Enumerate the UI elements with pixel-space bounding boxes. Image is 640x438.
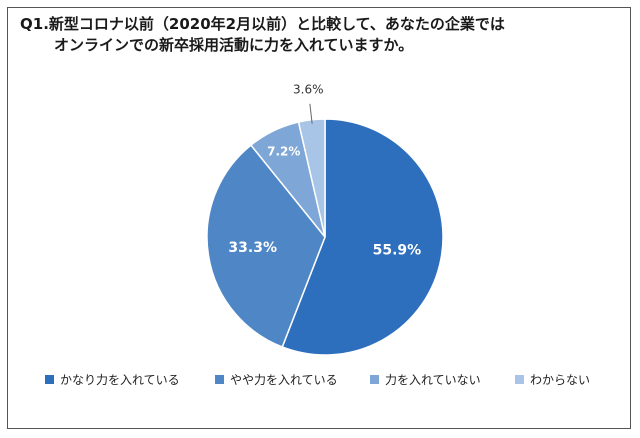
legend-swatch-1 (45, 375, 54, 384)
legend-label-4: わからない (530, 373, 591, 387)
chart-title-line-1: Q1.新型コロナ以前（2020年2月以前）と比較して、あなたの企業では (20, 15, 505, 33)
pie-label-1: 55.9% (373, 242, 422, 258)
pie-label-3: 7.2% (267, 145, 300, 159)
pie-slice-1 (281, 118, 444, 356)
pie-leader-line-4 (309, 103, 313, 124)
pie-label-4: 3.6% (293, 82, 324, 96)
legend-label-2: やや力を入れている (230, 373, 338, 387)
chart-title: Q1.新型コロナ以前（2020年2月以前）と比較して、あなたの企業では オンライ… (20, 14, 620, 56)
pie-slice-2 (206, 144, 326, 348)
legend-swatch-3 (370, 375, 379, 384)
pie-label-2: 33.3% (228, 240, 277, 256)
legend-item-1: かなり力を入れている (45, 371, 180, 388)
legend-swatch-4 (515, 375, 524, 384)
chart-title-line-2: オンラインでの新卒採用活動に力を入れていますか。 (54, 36, 414, 54)
legend-item-2: やや力を入れている (215, 371, 338, 388)
legend-label-3: 力を入れていない (385, 373, 481, 387)
legend-item-4: わからない (515, 371, 590, 388)
chart-legend: かなり力を入れている やや力を入れている 力を入れていない わからない (45, 371, 605, 391)
legend-label-1: かなり力を入れている (60, 373, 180, 387)
legend-swatch-2 (215, 375, 224, 384)
legend-item-3: 力を入れていない (370, 371, 481, 388)
